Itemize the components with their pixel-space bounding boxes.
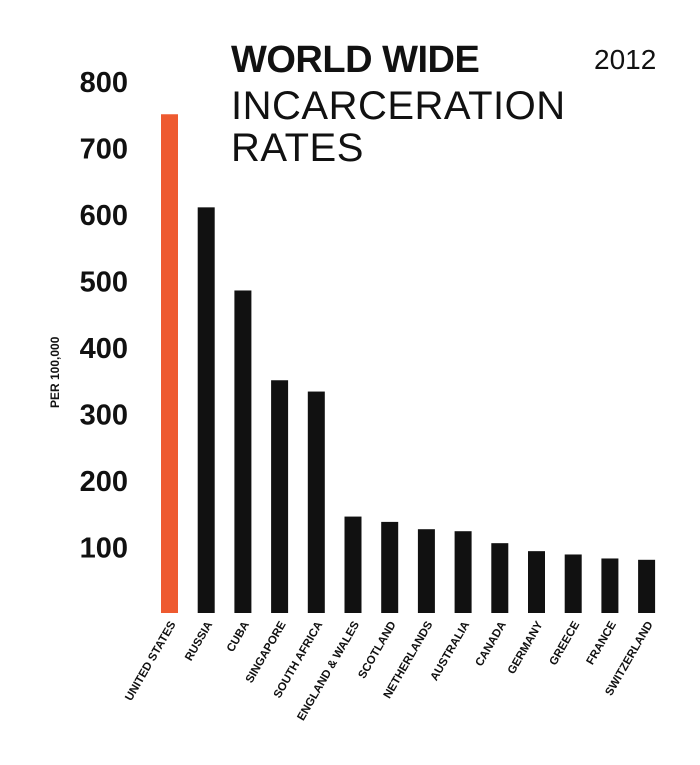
bar [234, 290, 252, 613]
bar [528, 551, 545, 613]
y-tick-label: 200 [80, 466, 128, 498]
chart-year: 2012 [594, 44, 657, 75]
x-tick-label: GERMANY [506, 619, 546, 676]
x-tick-label: GREECE [548, 619, 583, 667]
bar [197, 207, 215, 613]
x-tick-label: RUSSIA [183, 620, 215, 664]
y-tick-label: 400 [80, 333, 128, 365]
bar [638, 559, 656, 613]
x-tick-label: CUBA [225, 620, 252, 655]
x-tick-label: UNITED STATES [123, 619, 178, 703]
x-tick-label: AUSTRALIA [429, 620, 473, 684]
bar [491, 543, 509, 613]
bar [161, 114, 178, 613]
x-tick-label: FRANCE [585, 619, 620, 667]
x-tick-label: SCOTLAND [356, 620, 398, 681]
chart-title-line-1: INCARCERATION [231, 84, 566, 128]
y-tick-label: 500 [80, 267, 128, 299]
bar [564, 554, 582, 613]
bars [161, 114, 656, 613]
y-tick-label: 600 [80, 200, 128, 232]
chart-title-line-2: RATES [231, 126, 364, 170]
bar [381, 521, 399, 613]
bar [454, 531, 472, 613]
bar [417, 529, 435, 613]
bar [601, 558, 619, 613]
bar [271, 380, 289, 613]
y-tick-label: 300 [80, 400, 128, 432]
x-tick-label: CANADA [474, 620, 509, 669]
y-axis-ticks: 100 200 300 400 500 600 700 800 [80, 67, 128, 565]
bar [344, 516, 362, 613]
y-tick-label: 800 [80, 67, 128, 99]
y-tick-label: 100 [80, 533, 128, 565]
bar [307, 391, 325, 613]
chart-title-bold: WORLD WIDE [231, 39, 480, 81]
y-tick-label: 700 [80, 134, 128, 166]
